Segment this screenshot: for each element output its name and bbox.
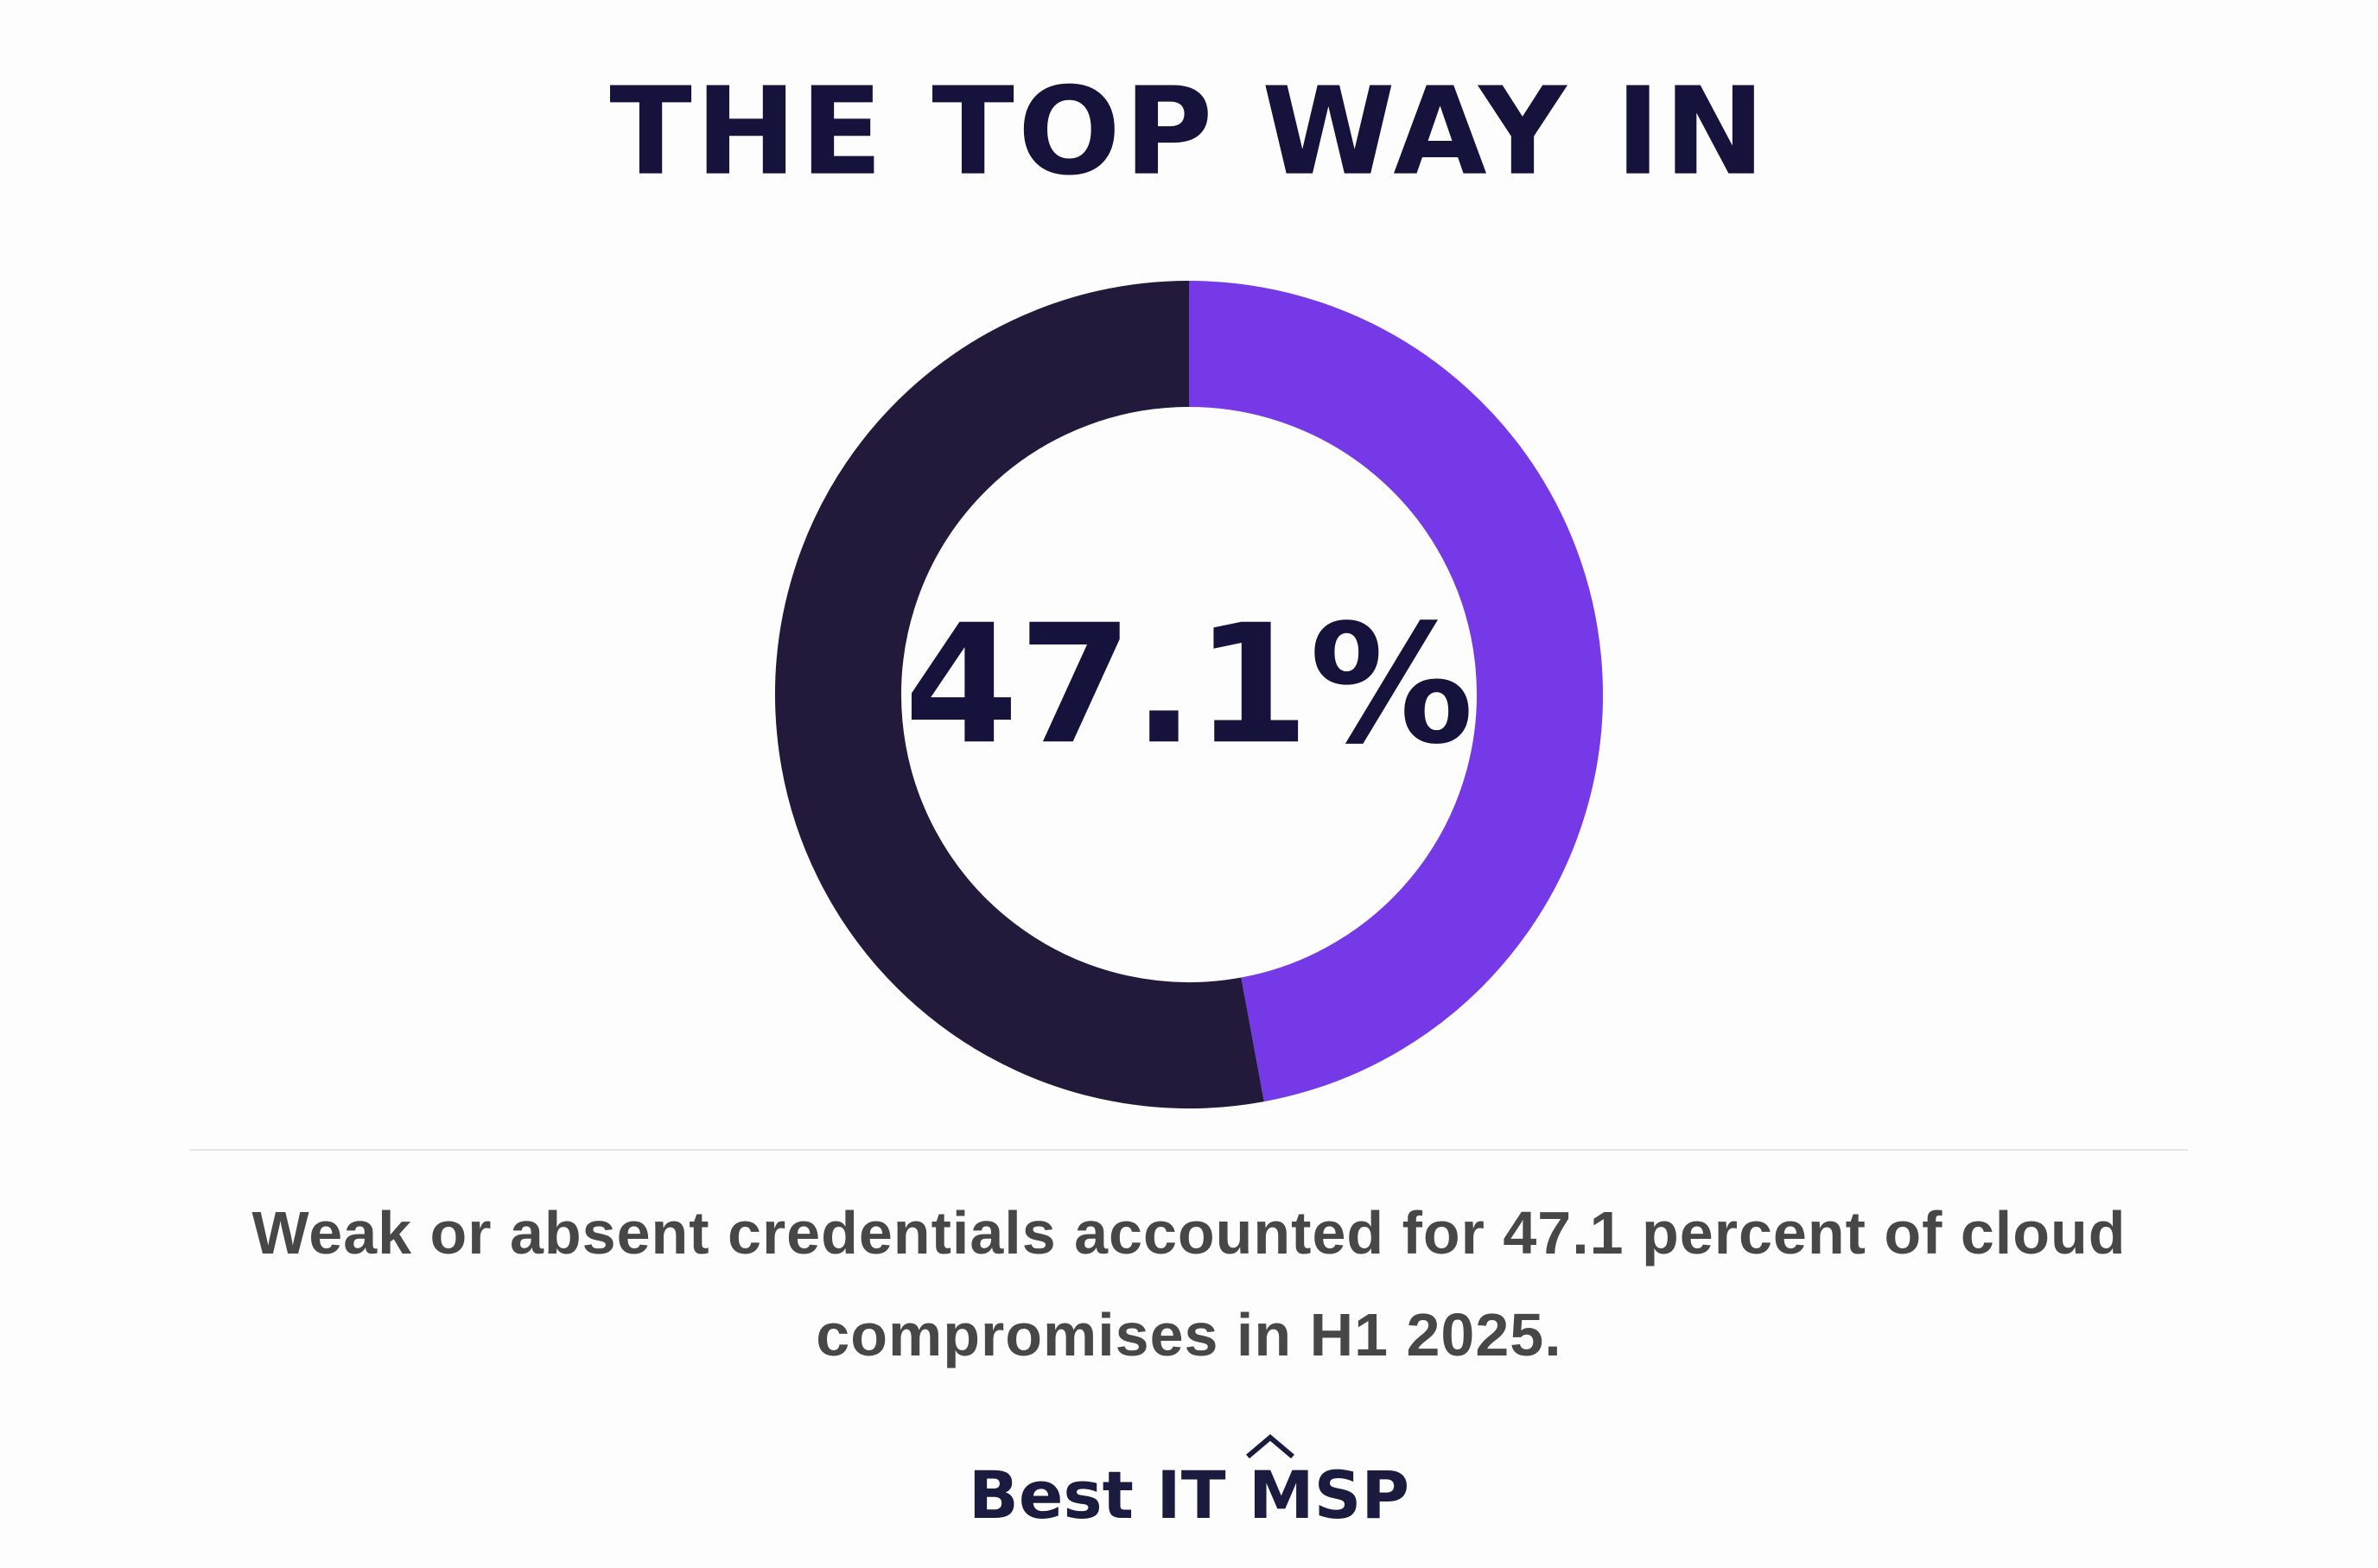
brand-logo: Best IT MSP (969, 1457, 1409, 1533)
donut-segment (775, 281, 1264, 1108)
caption: Weak or absent credentials accounted for… (251, 1199, 2127, 1368)
center-label: 47.1% (904, 589, 1473, 780)
donut (775, 281, 1603, 1108)
logo-caret (1246, 1434, 1294, 1459)
chart-title: THE TOP WAY IN (609, 62, 1768, 203)
donut-segment (1188, 281, 1603, 1102)
